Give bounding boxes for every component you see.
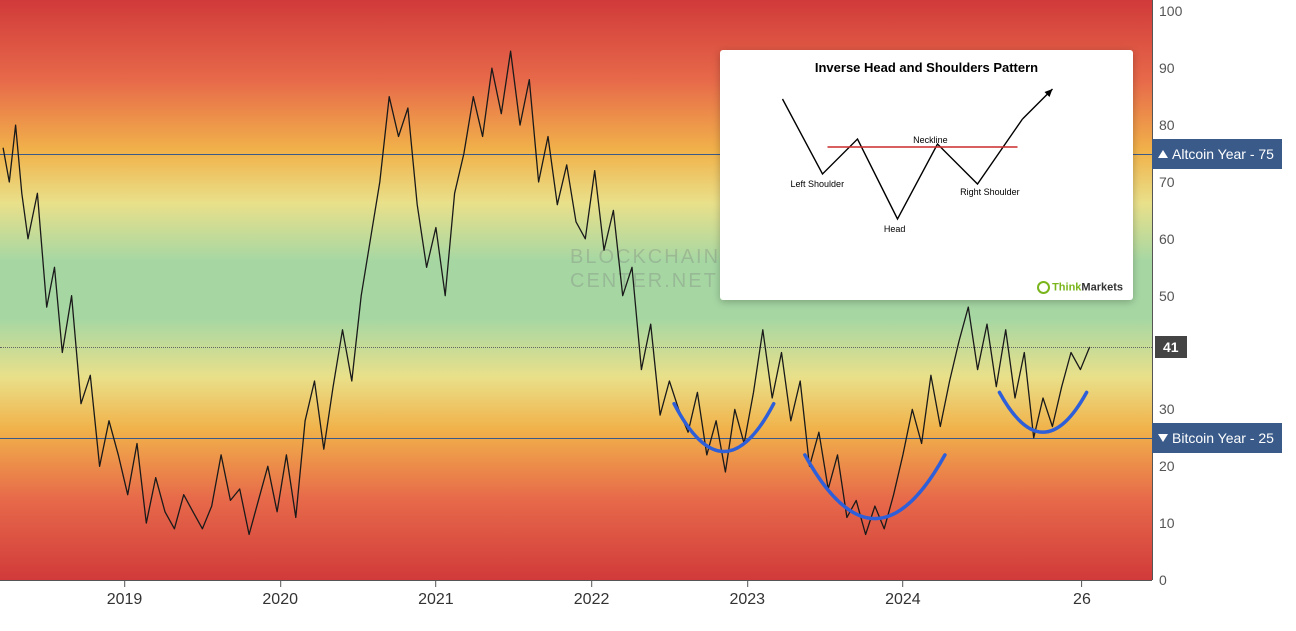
x-tick: 2024 bbox=[885, 581, 921, 609]
y-tick-label: 50 bbox=[1159, 288, 1175, 304]
x-tick: 2023 bbox=[729, 581, 765, 609]
current-value-badge: 41 bbox=[1155, 336, 1187, 358]
inset-pattern-svg bbox=[734, 79, 1091, 249]
y-tick-label: 70 bbox=[1159, 174, 1175, 190]
inset-svg-holder: Neckline Left Shoulder Head Right Shoulder bbox=[734, 79, 1119, 249]
inset-title: Inverse Head and Shoulders Pattern bbox=[734, 60, 1119, 75]
x-tick-label: 2019 bbox=[107, 591, 143, 609]
y-tick-label: 0 bbox=[1159, 572, 1167, 588]
x-tick-mark bbox=[280, 581, 281, 587]
x-tick: 2022 bbox=[574, 581, 610, 609]
x-tick: 2020 bbox=[262, 581, 298, 609]
x-tick-label: 2023 bbox=[729, 591, 765, 609]
reference-label: Bitcoin Year - 25 bbox=[1172, 430, 1274, 446]
x-tick: 2019 bbox=[107, 581, 143, 609]
inset-label: Neckline bbox=[913, 135, 948, 145]
inset-diagram: Inverse Head and Shoulders Pattern Neckl… bbox=[720, 50, 1133, 300]
y-tick-label: 20 bbox=[1159, 458, 1175, 474]
reference-line bbox=[0, 438, 1152, 439]
brand-text-a: Think bbox=[1052, 281, 1081, 293]
x-tick-mark bbox=[435, 581, 436, 587]
x-tick-label: 2022 bbox=[574, 591, 610, 609]
x-tick-mark bbox=[124, 581, 125, 587]
x-tick-mark bbox=[591, 581, 592, 587]
y-tick-label: 80 bbox=[1159, 117, 1175, 133]
y-tick-label: 10 bbox=[1159, 515, 1175, 531]
inset-label: Right Shoulder bbox=[960, 187, 1020, 197]
x-tick-mark bbox=[1081, 581, 1082, 587]
chart-root: BLOCKCHAIN CENTER.NET 010203040506070809… bbox=[0, 0, 1296, 631]
watermark-line2: CENTER.NET bbox=[570, 269, 720, 293]
y-tick-label: 60 bbox=[1159, 231, 1175, 247]
y-axis: 0102030405060708090100 bbox=[1152, 0, 1296, 580]
triangle-up-icon bbox=[1158, 150, 1168, 158]
inset-label: Left Shoulder bbox=[791, 179, 845, 189]
y-tick-label: 90 bbox=[1159, 60, 1175, 76]
x-tick-label: 2021 bbox=[418, 591, 454, 609]
y-tick-label: 100 bbox=[1159, 3, 1182, 19]
inset-label: Head bbox=[884, 224, 906, 234]
x-tick-label: 2020 bbox=[262, 591, 298, 609]
inset-brand: ThinkMarkets bbox=[1037, 281, 1123, 294]
brand-ring-icon bbox=[1037, 281, 1050, 294]
x-tick: 2021 bbox=[418, 581, 454, 609]
brand-text-b: Markets bbox=[1081, 281, 1123, 293]
reference-marker: Altcoin Year - 75 bbox=[1152, 139, 1282, 169]
x-tick: 26 bbox=[1073, 581, 1091, 609]
reference-label: Altcoin Year - 75 bbox=[1172, 146, 1274, 162]
watermark: BLOCKCHAIN CENTER.NET bbox=[570, 245, 720, 293]
current-value-line bbox=[0, 347, 1152, 348]
x-tick-mark bbox=[902, 581, 903, 587]
triangle-down-icon bbox=[1158, 434, 1168, 442]
x-tick-mark bbox=[747, 581, 748, 587]
watermark-line1: BLOCKCHAIN bbox=[570, 245, 720, 269]
reference-marker: Bitcoin Year - 25 bbox=[1152, 423, 1282, 453]
y-tick-label: 30 bbox=[1159, 401, 1175, 417]
x-tick-label: 2024 bbox=[885, 591, 921, 609]
x-tick-label: 26 bbox=[1073, 591, 1091, 609]
x-axis: 2019 2020 2021 2022 2023 2024 26 bbox=[0, 580, 1152, 631]
